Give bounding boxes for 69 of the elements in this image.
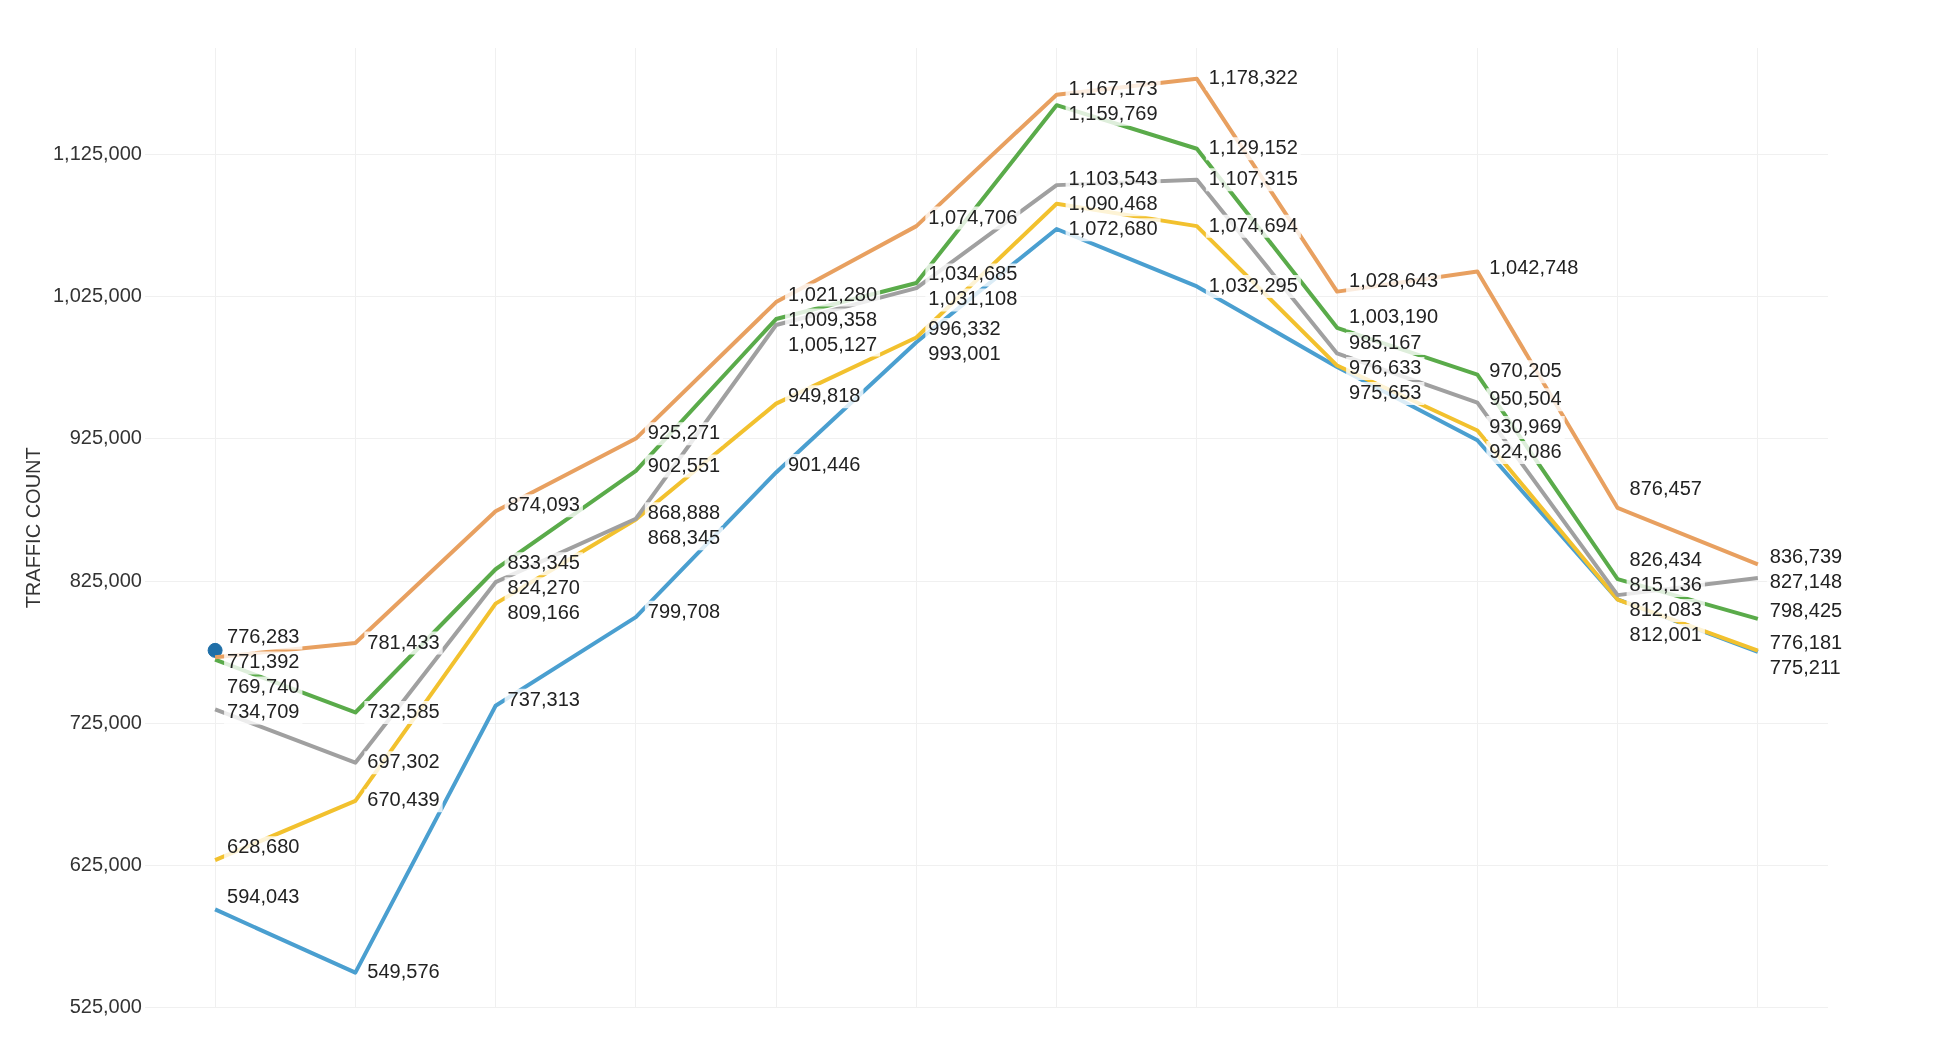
data-label: 737,313	[507, 687, 580, 710]
data-label: 809,166	[507, 601, 580, 624]
data-label: 1,009,358	[788, 307, 878, 330]
data-label: 628,680	[227, 835, 300, 858]
data-label: 868,345	[647, 526, 721, 549]
data-label: 993,001	[928, 342, 1001, 365]
data-label: 996,332	[928, 317, 1001, 340]
data-label: 976,633	[1349, 356, 1422, 379]
data-label: 734,709	[227, 700, 300, 723]
data-label: 874,093	[507, 493, 580, 516]
data-label: 781,433	[367, 630, 440, 653]
data-label: 732,585	[367, 700, 440, 723]
data-label: 1,074,694	[1208, 213, 1298, 236]
data-label: 950,504	[1489, 387, 1562, 410]
y-tick-label: 625,000	[69, 852, 142, 875]
data-label: 812,083	[1629, 597, 1702, 620]
y-tick-label: 1,125,000	[52, 142, 142, 165]
data-label: 799,708	[647, 599, 721, 622]
data-label: 815,136	[1629, 572, 1702, 595]
data-label: 798,425	[1769, 599, 1843, 622]
data-label: 697,302	[367, 750, 440, 773]
data-label: 769,740	[227, 675, 300, 698]
y-tick-label: 925,000	[69, 426, 142, 449]
data-label: 1,003,190	[1349, 305, 1439, 328]
data-label: 985,167	[1349, 331, 1422, 354]
data-label: 1,167,173	[1068, 76, 1158, 99]
data-label: 1,107,315	[1208, 167, 1298, 190]
data-label: 549,576	[367, 960, 440, 983]
y-axis-title: TRAFFIC COUNT	[21, 447, 44, 609]
y-tick-label: 1,025,000	[52, 284, 142, 307]
data-label: 1,103,543	[1068, 167, 1158, 190]
data-label: 771,392	[227, 650, 300, 673]
data-label: 826,434	[1629, 547, 1702, 570]
data-label: 970,205	[1489, 359, 1562, 382]
data-label: 1,074,706	[928, 205, 1018, 228]
data-label: 975,653	[1349, 381, 1422, 404]
data-label: 1,042,748	[1489, 256, 1579, 279]
data-label: 812,001	[1629, 622, 1702, 645]
y-tick-label: 525,000	[69, 995, 142, 1018]
data-label: 1,129,152	[1208, 136, 1298, 159]
data-label: 901,446	[788, 452, 861, 475]
data-label: 949,818	[788, 384, 861, 407]
data-label: 930,969	[1489, 414, 1562, 437]
data-label: 1,031,108	[928, 287, 1018, 310]
data-label: 924,086	[1489, 439, 1562, 462]
data-label: 833,345	[507, 551, 580, 574]
data-label: 1,178,322	[1208, 66, 1298, 89]
data-label: 594,043	[227, 884, 300, 907]
data-label: 925,271	[647, 421, 721, 444]
data-label: 776,181	[1769, 631, 1843, 654]
data-label: 1,090,468	[1068, 192, 1158, 215]
data-label: 1,034,685	[928, 262, 1018, 285]
data-label: 1,072,680	[1068, 217, 1158, 240]
y-tick-label: 825,000	[69, 568, 142, 591]
data-label: 1,159,769	[1068, 101, 1158, 124]
data-label: 1,005,127	[788, 332, 878, 355]
data-label: 776,283	[227, 625, 300, 648]
data-label: 902,551	[647, 453, 721, 476]
y-tick-label: 725,000	[69, 710, 142, 733]
data-label: 775,211	[1769, 656, 1841, 679]
data-label: 1,032,295	[1208, 273, 1298, 296]
data-label: 1,028,643	[1349, 269, 1439, 292]
data-label: 836,739	[1769, 544, 1843, 567]
data-label: 868,888	[647, 501, 721, 524]
data-label: 1,021,280	[788, 282, 878, 305]
data-label: 827,148	[1769, 569, 1843, 592]
data-label: 824,270	[507, 576, 580, 599]
data-label: 670,439	[367, 788, 440, 811]
data-label: 876,457	[1629, 476, 1702, 499]
